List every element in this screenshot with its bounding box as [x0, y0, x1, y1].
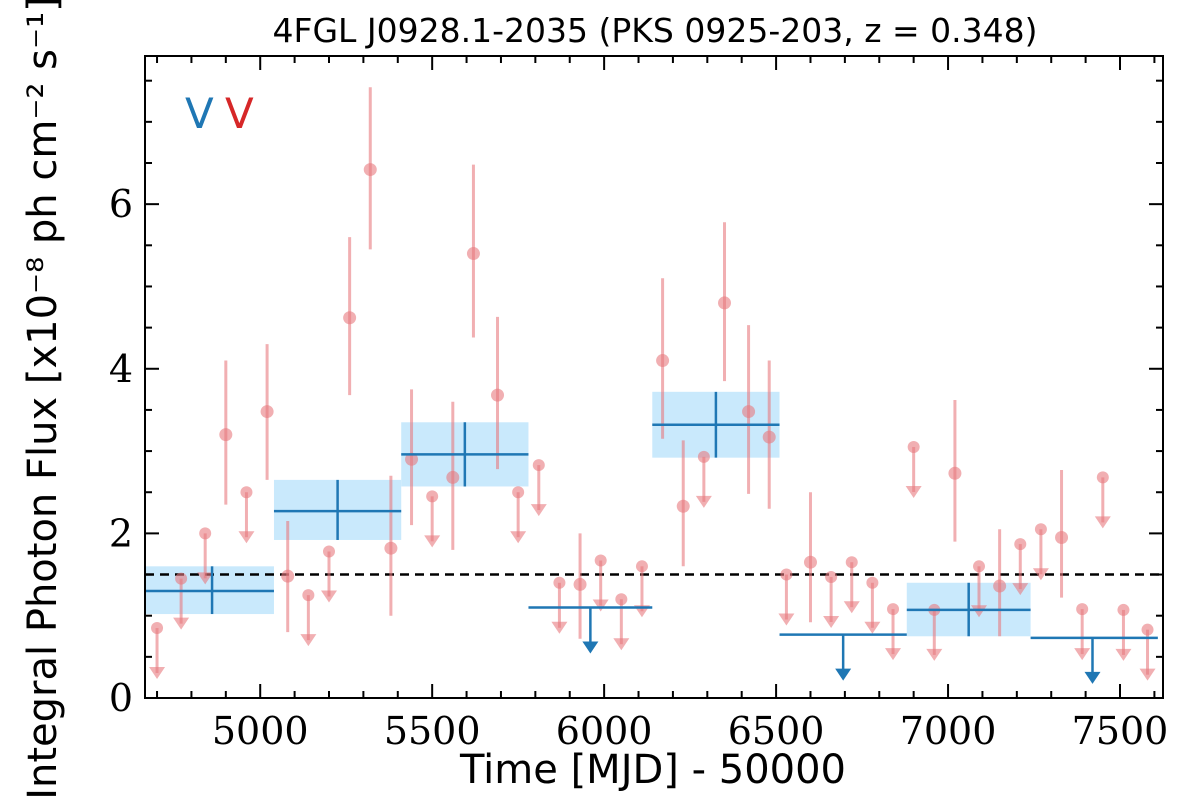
monthly-point-0 [219, 428, 233, 442]
monthly-ul-point-8 [532, 459, 545, 472]
monthly-ul-arrow-10 [592, 599, 609, 612]
y-tick-label-2: 2 [109, 511, 133, 555]
monthly-ul-arrow-22 [1012, 583, 1029, 596]
monthly-point-11 [656, 354, 670, 368]
monthly-ul-arrow-25 [1094, 516, 1111, 529]
x-tick-label-5500: 5500 [384, 709, 481, 753]
x-tick-label-6000: 6000 [556, 709, 653, 753]
chart-title: 4FGL J0928.1-2035 (PKS 0925-203, z = 0.3… [272, 11, 1037, 50]
legend-entry-2: V [225, 89, 254, 138]
plot-area: 5000 5500 6000 6500 7000 7500 0 2 4 6 [109, 55, 1169, 753]
monthly-point-13 [718, 296, 732, 310]
monthly-ul-arrow-26 [1115, 648, 1132, 661]
monthly-ul-point-16 [845, 556, 858, 569]
monthly-ul-point-6 [426, 490, 439, 503]
monthly-ul-arrow-8 [530, 504, 547, 517]
monthly-ul-arrow-9 [551, 621, 568, 634]
title-text: 4FGL J0928.1-2035 (PKS 0925-203, z = 0.3… [272, 11, 1037, 50]
monthly-ul-point-9 [553, 576, 566, 589]
legend: V V [185, 89, 254, 138]
monthly-ul-point-11 [615, 593, 628, 606]
monthly-ul-arrow-1 [173, 617, 190, 630]
monthly-ul-point-13 [697, 450, 710, 463]
binned-ul-arrow-0 [582, 641, 599, 654]
plot-frame [144, 55, 1164, 699]
monthly-ul-point-27 [1141, 623, 1154, 636]
y-tick-label-4: 4 [109, 347, 133, 391]
monthly-ul-arrow-16 [843, 601, 860, 614]
monthly-ul-point-18 [887, 603, 900, 616]
monthly-ul-point-3 [240, 486, 253, 499]
monthly-ul-point-0 [151, 622, 164, 635]
x-tick-label-5000: 5000 [212, 709, 309, 753]
monthly-point-5 [384, 541, 398, 555]
monthly-point-19 [1055, 531, 1069, 544]
monthly-ul-point-19 [907, 440, 920, 453]
monthly-ul-arrow-19 [905, 485, 922, 498]
monthly-ul-arrow-3 [238, 531, 255, 544]
x-tick-label-6500: 6500 [728, 709, 825, 753]
monthly-point-7 [446, 470, 460, 484]
monthly-ul-point-23 [1034, 523, 1047, 536]
monthly-ul-arrow-11 [613, 638, 630, 651]
monthly-point-17 [948, 466, 962, 480]
monthly-ul-point-24 [1076, 603, 1089, 616]
monthly-point-2 [281, 569, 295, 583]
monthly-point-8 [466, 247, 480, 261]
monthly-ul-arrow-20 [926, 648, 943, 661]
monthly-ul-arrow-4 [300, 634, 317, 647]
monthly-ul-arrow-14 [778, 613, 795, 626]
monthly-ul-point-22 [1014, 538, 1027, 551]
monthly-point-10 [573, 577, 587, 591]
x-axis-label: Time [MJD] - 50000 [459, 747, 846, 793]
monthly-ul-arrow-18 [885, 648, 902, 661]
monthly-ul-point-7 [512, 486, 525, 499]
monthly-ul-arrow-17 [864, 621, 881, 634]
monthly-ul-point-12 [635, 560, 648, 573]
monthly-point-16 [803, 555, 817, 569]
monthly-ul-point-15 [825, 571, 838, 584]
monthly-point-1 [260, 405, 274, 419]
monthly-point-6 [405, 452, 419, 466]
binned-ul-arrow-2 [1084, 671, 1101, 684]
monthly-ul-arrow-7 [510, 531, 527, 544]
monthly-point-12 [676, 499, 690, 513]
monthly-ul-arrow-13 [695, 495, 712, 508]
x-tick-label-7000: 7000 [900, 709, 997, 753]
monthly-ul-arrow-15 [823, 616, 840, 629]
monthly-ul-arrow-27 [1139, 668, 1156, 681]
monthly-ul-point-1 [175, 572, 188, 585]
monthly-point-9 [491, 388, 505, 402]
monthly-ul-point-10 [594, 554, 607, 567]
monthly-ul-arrow-6 [424, 535, 441, 548]
monthly-ul-arrow-5 [320, 590, 337, 603]
monthly-ul-point-4 [302, 589, 315, 602]
monthly-point-18 [993, 579, 1007, 593]
monthly-ul-point-2 [199, 527, 212, 540]
monthly-point-14 [742, 405, 756, 419]
monthly-point-3 [343, 311, 357, 325]
legend-entry-1: V [185, 89, 214, 138]
monthly-ul-point-21 [973, 560, 986, 573]
monthly-ul-point-17 [866, 576, 879, 589]
monthly-point-15 [762, 430, 776, 444]
monthly-ul-point-14 [780, 568, 793, 581]
binned-ul-arrow-1 [835, 668, 852, 681]
x-tick-label-7500: 7500 [1072, 709, 1169, 753]
monthly-point-4 [363, 163, 377, 177]
monthly-ul-arrow-0 [149, 667, 166, 680]
y-tick-label-0: 0 [109, 676, 133, 720]
monthly-ul-point-25 [1096, 471, 1109, 484]
monthly-ul-arrow-21 [971, 605, 988, 618]
monthly-ul-arrow-23 [1032, 568, 1049, 581]
y-axis-label: Integral Photon Flux [x10⁻⁸ ph cm⁻² s⁻¹] [20, 0, 66, 800]
monthly-ul-arrow-24 [1074, 648, 1091, 661]
monthly-ul-point-26 [1117, 603, 1130, 616]
y-tick-label-6: 6 [109, 182, 133, 226]
monthly-ul-point-5 [322, 545, 335, 558]
monthly-ul-arrow-2 [197, 572, 214, 585]
